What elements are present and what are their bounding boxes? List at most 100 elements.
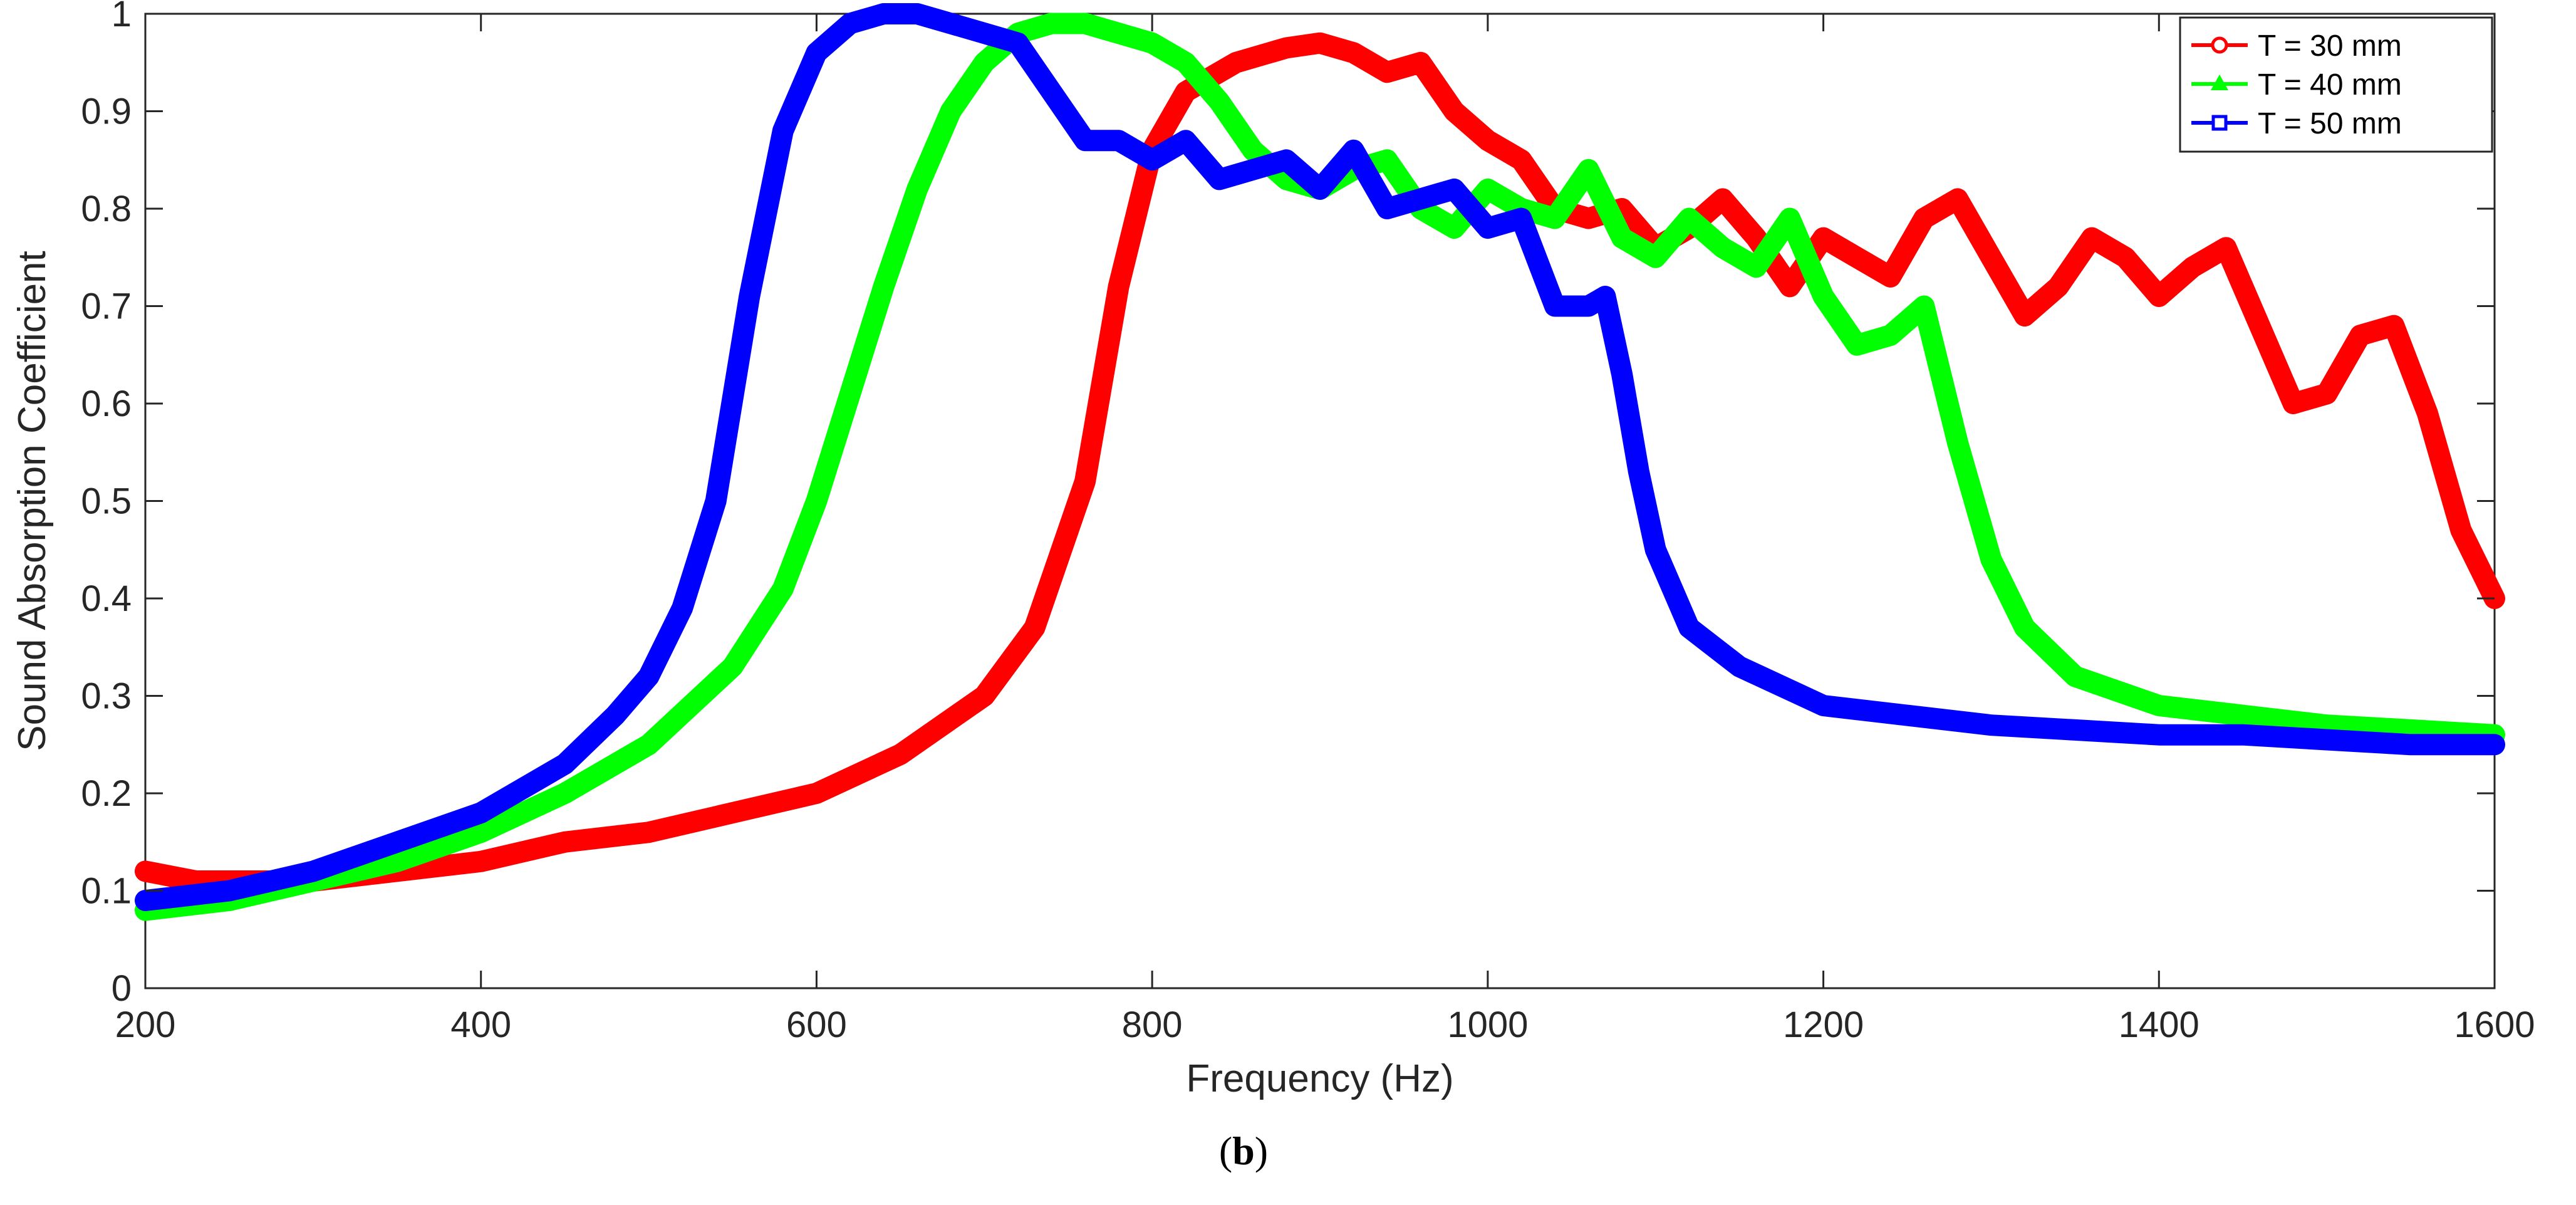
data-point: [1916, 297, 1933, 312]
data-point: [2084, 229, 2101, 246]
data-point: [472, 823, 489, 838]
data-point: [977, 26, 992, 41]
data-point: [1815, 698, 1831, 714]
data-point: [2117, 249, 2134, 266]
series-line: [135, 32, 2505, 892]
data-point: [1732, 659, 1747, 674]
series-layer: [135, 3, 2505, 921]
data-point: [2403, 737, 2419, 753]
data-point: [2151, 288, 2168, 305]
data-point: [909, 180, 925, 196]
data-point: [1228, 54, 1245, 71]
data-point: [1949, 190, 1966, 207]
data-point: [1211, 92, 1228, 108]
data-point: [1178, 133, 1193, 149]
data-point: [1782, 209, 1798, 225]
data-point: [1899, 707, 1915, 723]
data-point: [1345, 44, 1362, 61]
x-tick-label: 200: [115, 1004, 176, 1045]
data-point: [2235, 706, 2251, 722]
y-tick-label: 0.8: [81, 189, 132, 229]
data-point: [2285, 395, 2302, 412]
x-tick-label: 600: [786, 1004, 847, 1045]
data-point: [1480, 221, 1495, 236]
data-point: [976, 53, 993, 69]
data-point: [1547, 209, 1563, 225]
y-tick-label: 0.3: [81, 676, 132, 717]
data-point: [1312, 181, 1327, 197]
legend-marker: [2211, 115, 2228, 131]
data-point: [1983, 717, 1999, 733]
data-point: [1245, 141, 1261, 157]
data-point: [1714, 190, 1731, 207]
data-point: [2184, 259, 2201, 276]
y-tick-label: 0.7: [81, 286, 132, 327]
data-point: [1110, 278, 1127, 295]
x-tick-label: 1400: [2119, 1004, 2199, 1045]
data-point: [1077, 14, 1093, 30]
data-point: [1815, 287, 1832, 303]
y-tick-label: 0.9: [81, 91, 132, 132]
data-point: [1782, 278, 1798, 295]
data-point: [1278, 170, 1295, 185]
y-tick-label: 0.1: [81, 871, 132, 912]
data-point: [775, 123, 791, 138]
data-point: [473, 805, 489, 821]
x-axis-ticks: 200 400 600 800 1000 1200 1400 1600: [115, 14, 2535, 1045]
data-point: [2453, 522, 2470, 539]
data-point: [1614, 367, 1630, 382]
data-point: [1916, 210, 1933, 227]
data-point: [910, 6, 925, 21]
data-point: [1580, 160, 1597, 176]
data-point: [1614, 229, 1630, 244]
data-point: [1446, 181, 1462, 197]
data-point: [221, 883, 237, 899]
data-point: [1479, 132, 1496, 149]
data-point: [724, 657, 741, 673]
data-point: [1044, 84, 1059, 100]
data-point: [2017, 618, 2033, 634]
data-point: [640, 824, 657, 841]
data-point: [137, 863, 153, 880]
data-point: [1446, 103, 1463, 120]
data-point: [1815, 229, 1832, 246]
data-point: [1026, 619, 1043, 636]
data-point: [1597, 288, 1613, 304]
data-point: [892, 746, 909, 763]
data-point: [742, 288, 757, 304]
data-point: [1177, 53, 1194, 69]
data-point: [2352, 327, 2369, 344]
data-point: [1010, 35, 1026, 51]
data-point: [1413, 191, 1428, 207]
data-point: [808, 492, 825, 507]
figure-caption: (b): [1219, 1129, 1268, 1173]
legend-label: T = 30 mm: [2258, 29, 2402, 63]
data-point: [1513, 152, 1530, 169]
data-point: [1681, 620, 1697, 635]
data-point: [1278, 39, 1295, 56]
data-point: [1748, 258, 1765, 273]
caption-letter: b: [1232, 1129, 1255, 1173]
legend-label: T = 50 mm: [2258, 107, 2402, 140]
data-point: [389, 834, 405, 850]
data-point: [1849, 336, 1865, 352]
data-point: [1312, 34, 1328, 51]
data-point: [2251, 317, 2268, 334]
data-point: [1446, 219, 1463, 234]
legend: T = 30 mm T = 40 mm T = 50 mm: [2179, 16, 2493, 153]
data-point: [1983, 249, 2000, 266]
data-point: [1379, 64, 1396, 81]
data-point: [808, 785, 825, 801]
data-point: [1547, 298, 1562, 314]
data-point: [1043, 14, 1060, 30]
y-tick-label: 0.5: [81, 481, 132, 522]
data-point: [1648, 542, 1663, 558]
data-point: [1177, 83, 1194, 100]
x-axis-label: Frequency (Hz): [1186, 1057, 1453, 1100]
data-point: [2419, 405, 2436, 422]
data-point: [708, 493, 724, 509]
data-point: [876, 6, 891, 21]
y-tick-label: 0: [112, 968, 132, 1009]
data-point: [1212, 172, 1227, 187]
